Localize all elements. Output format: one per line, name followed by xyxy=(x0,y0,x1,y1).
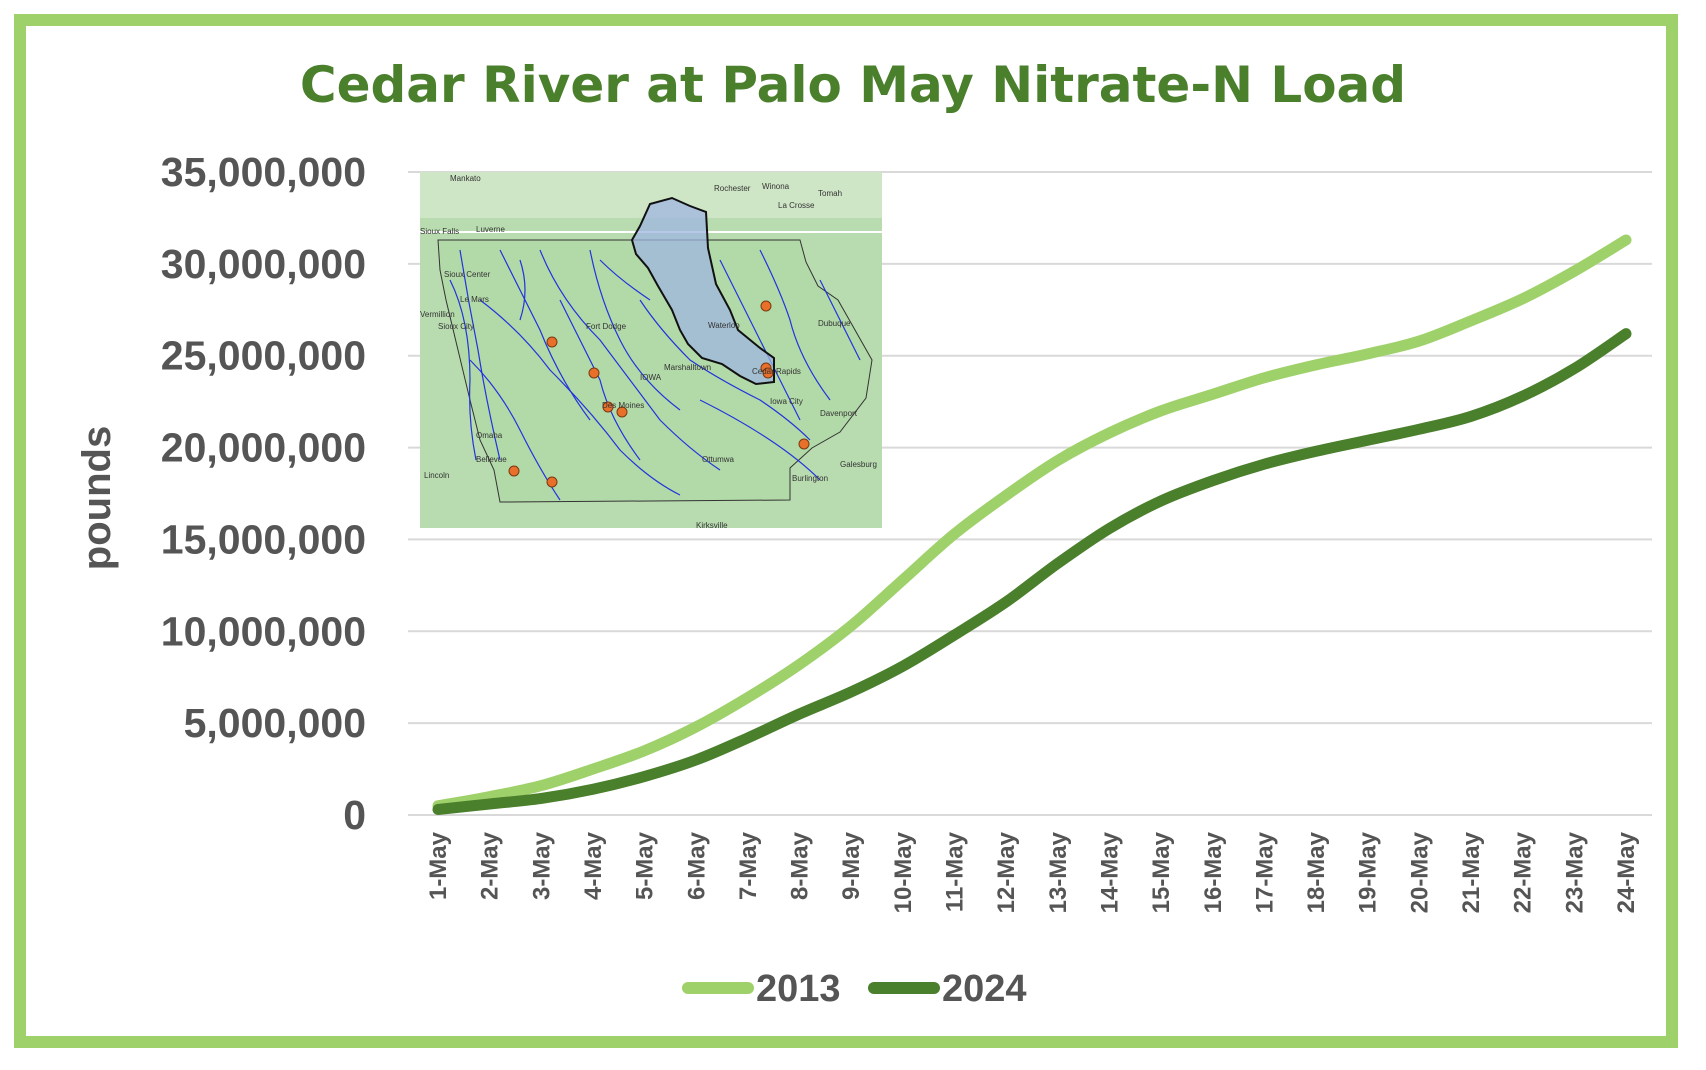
map-label: Kirksville xyxy=(696,521,728,530)
map-label: Des Moines xyxy=(602,401,644,410)
y-tick-label: 0 xyxy=(343,792,366,838)
x-tick-label: 14-May xyxy=(1096,831,1123,913)
chart-title: Cedar River at Palo May Nitrate-N Load xyxy=(300,56,1406,114)
x-tick-label: 21-May xyxy=(1458,831,1485,913)
x-tick-label: 8-May xyxy=(787,831,814,900)
map-label: Davenport xyxy=(820,409,858,418)
map-label: Rochester xyxy=(714,184,751,193)
map-label: Winona xyxy=(762,182,790,191)
map-label: Burlington xyxy=(792,474,828,483)
x-tick-label: 17-May xyxy=(1251,831,1278,913)
series-lines xyxy=(432,234,1632,815)
y-tick-label: 15,000,000 xyxy=(161,516,366,562)
x-tick-label: 1-May xyxy=(425,831,452,900)
river xyxy=(539,249,721,471)
river xyxy=(759,249,831,401)
x-tick-label: 2-May xyxy=(477,831,504,900)
legend-label-2024: 2024 xyxy=(942,968,1027,1010)
cedar-watershed xyxy=(630,196,775,386)
series-line-2013 xyxy=(432,234,1632,812)
x-axis-ticks: 1-May 2-May 3-May 4-May 5-May 6-May 7-May 8-May… xyxy=(425,831,1640,913)
x-tick-label: 12-May xyxy=(993,831,1020,913)
map-label: Galesburg xyxy=(840,460,877,469)
y-tick-label: 35,000,000 xyxy=(161,149,366,195)
x-tick-label: 13-May xyxy=(1045,831,1072,913)
river xyxy=(589,249,681,411)
x-tick-label: 20-May xyxy=(1406,831,1433,913)
y-tick-label: 5,000,000 xyxy=(184,700,366,746)
x-tick-label: 3-May xyxy=(528,831,555,900)
map-label: Dubuque xyxy=(818,319,851,328)
map-label: Ottumwa xyxy=(702,455,735,464)
monitoring-site xyxy=(546,336,558,348)
map-label: Sioux Falls xyxy=(420,227,459,236)
x-tick-label: 15-May xyxy=(1148,831,1175,913)
legend: 2013 2024 xyxy=(682,968,1027,1010)
y-tick-label: 20,000,000 xyxy=(161,425,366,471)
x-tick-label: 7-May xyxy=(735,831,762,900)
y-axis-ticks: 0 5,000,000 10,000,000 15,000,000 20,000,000… xyxy=(161,149,366,838)
monitoring-site xyxy=(760,300,772,312)
x-tick-label: 18-May xyxy=(1303,831,1330,913)
y-tick-label: 25,000,000 xyxy=(161,333,366,379)
river xyxy=(599,259,651,301)
river xyxy=(639,299,811,441)
river-network xyxy=(420,231,882,501)
map-label: Tomah xyxy=(818,189,842,198)
map-label: Cedar Rapids xyxy=(752,367,801,376)
monitoring-site xyxy=(588,367,600,379)
map-label: Vermillion xyxy=(420,310,455,319)
map-label: Fort Dodge xyxy=(586,322,627,331)
map-label: Sioux City xyxy=(438,322,474,331)
x-tick-label: 5-May xyxy=(632,831,659,900)
river xyxy=(479,299,681,496)
map-label: Le Mars xyxy=(460,295,489,304)
y-axis-label: pounds xyxy=(75,426,119,570)
monitoring-site xyxy=(546,476,558,488)
x-tick-label: 24-May xyxy=(1613,831,1640,913)
monitoring-site xyxy=(762,367,774,379)
map-label: IOWA xyxy=(640,373,662,382)
map-label: Marshalltown xyxy=(664,363,711,372)
monitoring-sites xyxy=(508,300,810,488)
river xyxy=(699,399,821,481)
monitoring-site xyxy=(616,406,628,418)
map-label: Lincoln xyxy=(424,471,449,480)
x-tick-label: 4-May xyxy=(580,831,607,900)
series-line-2024 xyxy=(432,328,1632,815)
x-tick-label: 16-May xyxy=(1200,831,1227,913)
river xyxy=(459,249,501,461)
river xyxy=(719,259,801,421)
monitoring-site xyxy=(798,438,810,450)
x-tick-label: 10-May xyxy=(890,831,917,913)
x-tick-label: 23-May xyxy=(1561,831,1588,913)
map-label: Luverne xyxy=(476,225,505,234)
x-tick-label: 11-May xyxy=(942,831,969,912)
map-label: Mankato xyxy=(450,174,481,183)
map-label: Bellevue xyxy=(476,455,507,464)
y-tick-label: 10,000,000 xyxy=(161,608,366,654)
river xyxy=(449,279,477,461)
monitoring-site xyxy=(508,465,520,477)
map-label: Waterloo xyxy=(708,321,740,330)
y-tick-label: 30,000,000 xyxy=(161,241,366,287)
x-tick-label: 9-May xyxy=(838,831,865,900)
x-tick-label: 22-May xyxy=(1510,831,1537,913)
map-label: Sioux Center xyxy=(444,270,491,279)
river xyxy=(499,249,591,421)
river xyxy=(819,279,861,361)
map-label: Iowa City xyxy=(770,397,803,406)
x-tick-label: 6-May xyxy=(683,831,710,900)
map-label: La Crosse xyxy=(778,201,815,210)
river xyxy=(519,259,526,321)
x-tick-label: 19-May xyxy=(1355,831,1382,913)
river xyxy=(559,299,641,461)
legend-label-2013: 2013 xyxy=(756,968,841,1010)
monitoring-site xyxy=(602,401,614,413)
map-label: Omaha xyxy=(476,431,503,440)
